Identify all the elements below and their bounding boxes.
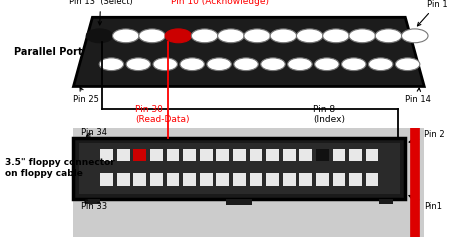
Bar <box>167 149 179 161</box>
Circle shape <box>86 29 113 43</box>
Bar <box>250 149 263 161</box>
Text: Pin 10 (Acknowledge): Pin 10 (Acknowledge) <box>171 0 269 6</box>
Bar <box>266 173 279 185</box>
Circle shape <box>288 58 312 71</box>
Circle shape <box>395 58 420 71</box>
Bar <box>333 173 345 185</box>
Bar <box>183 149 196 161</box>
Bar <box>200 149 212 161</box>
Circle shape <box>112 29 139 43</box>
Circle shape <box>261 58 285 71</box>
Circle shape <box>323 29 349 43</box>
Bar <box>349 173 362 185</box>
Bar <box>300 149 312 161</box>
Circle shape <box>99 58 124 71</box>
Text: Pin 34: Pin 34 <box>81 128 107 137</box>
Circle shape <box>234 58 258 71</box>
Text: Pin 14: Pin 14 <box>405 88 431 104</box>
Circle shape <box>126 58 151 71</box>
Bar <box>133 149 146 161</box>
Circle shape <box>401 29 428 43</box>
Text: Pin 30
(Read-Data): Pin 30 (Read-Data) <box>135 105 190 124</box>
Bar <box>366 173 378 185</box>
Text: Pin 25: Pin 25 <box>73 87 100 104</box>
Circle shape <box>244 29 270 43</box>
Bar <box>183 173 196 185</box>
Circle shape <box>375 29 402 43</box>
Bar <box>85 199 100 204</box>
Bar <box>283 149 296 161</box>
Bar <box>300 173 312 185</box>
Circle shape <box>191 29 218 43</box>
Bar <box>79 143 400 194</box>
Bar <box>216 149 229 161</box>
Bar <box>150 173 163 185</box>
Bar <box>316 173 329 185</box>
Circle shape <box>218 29 244 43</box>
Circle shape <box>153 58 177 71</box>
Bar <box>133 173 146 185</box>
Circle shape <box>139 29 165 43</box>
Bar <box>216 173 229 185</box>
Circle shape <box>368 58 393 71</box>
Bar <box>167 173 179 185</box>
Bar <box>117 173 130 185</box>
Bar <box>266 149 279 161</box>
Bar <box>100 149 113 161</box>
Circle shape <box>270 29 297 43</box>
Bar <box>73 128 424 237</box>
Bar <box>233 149 246 161</box>
Circle shape <box>342 58 366 71</box>
Circle shape <box>315 58 339 71</box>
Circle shape <box>296 29 323 43</box>
Text: Pin 33: Pin 33 <box>81 199 107 211</box>
Circle shape <box>349 29 375 43</box>
Text: Pin 2: Pin 2 <box>409 130 445 143</box>
Bar <box>366 149 378 161</box>
Text: 3.5" floppy connector
on floppy cable: 3.5" floppy connector on floppy cable <box>5 158 115 178</box>
Text: Pin 13  (Select): Pin 13 (Select) <box>69 0 132 25</box>
Bar <box>349 149 362 161</box>
Circle shape <box>180 58 204 71</box>
Polygon shape <box>73 17 424 86</box>
Text: Pin 1: Pin 1 <box>418 0 447 26</box>
Bar <box>200 173 212 185</box>
Bar <box>73 138 405 199</box>
Bar <box>100 173 113 185</box>
Bar <box>333 149 345 161</box>
Bar <box>283 173 296 185</box>
Bar <box>379 199 393 204</box>
Circle shape <box>207 58 231 71</box>
Bar <box>150 149 163 161</box>
Text: Pin 8
(Index): Pin 8 (Index) <box>313 105 345 124</box>
Text: Parallel Port: Parallel Port <box>14 47 83 57</box>
Bar <box>117 149 130 161</box>
Text: Pin1: Pin1 <box>409 195 442 211</box>
Bar <box>226 199 252 205</box>
Bar <box>233 173 246 185</box>
Circle shape <box>165 29 191 43</box>
Bar <box>250 173 263 185</box>
Bar <box>316 149 329 161</box>
